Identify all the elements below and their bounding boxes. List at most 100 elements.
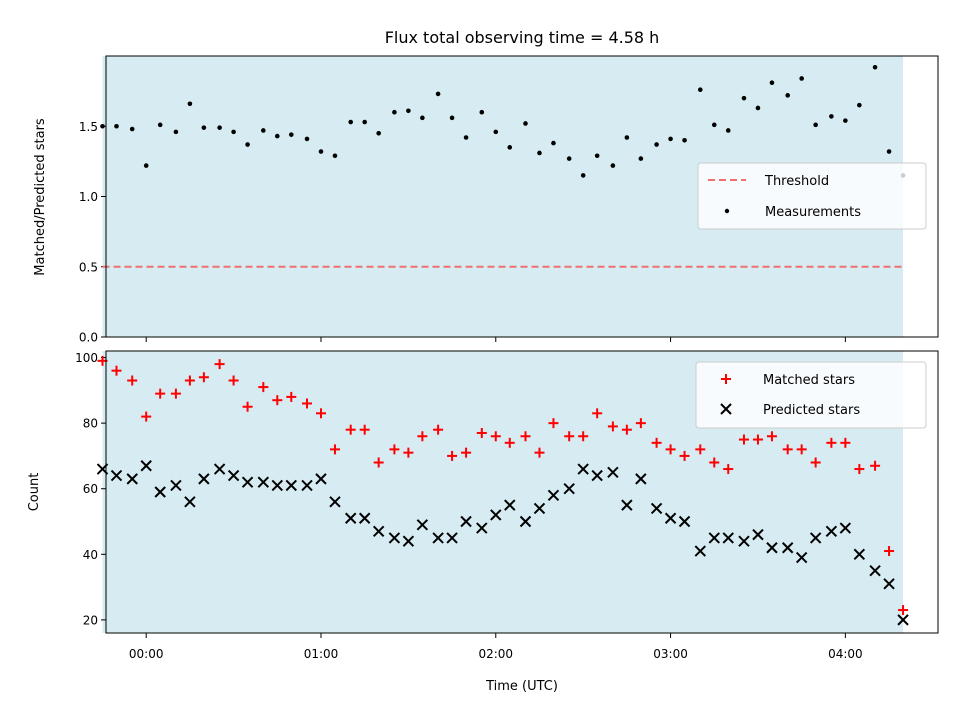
matched-stars-point <box>302 398 313 409</box>
predicted-stars-point <box>358 512 371 524</box>
bottom-axes-frame <box>105 350 939 634</box>
matched-stars-point <box>738 434 749 445</box>
measurement-point <box>143 163 149 168</box>
measurement-point <box>157 122 163 128</box>
bottom-y-tick-label: 100 <box>75 351 98 365</box>
predicted-stars-point <box>795 551 808 564</box>
measurement-point <box>755 105 761 111</box>
predicted-stars-point <box>519 515 532 528</box>
predicted-stars-point <box>402 535 415 547</box>
measurements-legend-swatch <box>724 208 730 214</box>
measurement-point <box>348 119 354 125</box>
matched-stars-point <box>403 447 414 458</box>
measurement-point <box>829 114 834 119</box>
measurement-point <box>741 95 747 101</box>
measurement-point <box>507 145 513 150</box>
matched-stars-point <box>447 450 458 461</box>
predicted-stars-point <box>897 614 909 626</box>
predicted-stars-point <box>650 502 663 515</box>
matched-stars-point <box>723 464 734 475</box>
matched-stars-point <box>359 424 370 435</box>
measurement-point <box>523 121 528 126</box>
predicted-stars-point <box>607 466 619 479</box>
bottom-y-tick-label: 80 <box>83 417 98 431</box>
matched-stars-point <box>127 375 138 386</box>
top-axes-frame <box>105 55 939 338</box>
predicted-stars-point <box>126 473 138 485</box>
measurement-point <box>638 156 644 161</box>
predicted-stars-point <box>635 473 647 485</box>
predicted-stars-point <box>839 522 852 534</box>
matched-stars-point <box>548 418 559 429</box>
measurement-point <box>100 123 105 129</box>
top-legend: Threshold Measurements <box>697 162 927 230</box>
matched-stars-point <box>796 444 807 455</box>
matched-stars-point <box>272 395 283 406</box>
bottom-y-tick-label: 20 <box>83 613 98 627</box>
measurement-point <box>813 122 818 128</box>
predicted-stars-point <box>184 496 196 508</box>
matched-stars-point <box>490 431 501 442</box>
predicted-stars-point <box>678 515 691 528</box>
matched-stars-point <box>651 437 662 448</box>
predicted-stars-point <box>460 515 472 528</box>
predicted-stars-point <box>344 512 357 524</box>
predicted-stars-point <box>766 542 778 554</box>
predicted-stars-point <box>722 532 734 544</box>
measurement-point <box>654 142 659 147</box>
matched-stars-point <box>826 437 837 448</box>
predicted-stars-point <box>241 476 254 488</box>
measurement-point <box>479 109 485 115</box>
measurement-point <box>697 87 703 93</box>
predicted-stars-point <box>329 496 341 508</box>
matched-stars-point <box>242 401 253 412</box>
predicted-stars-point <box>781 542 794 554</box>
matched-stars-point <box>141 411 152 422</box>
matched-stars-point <box>329 444 340 455</box>
measurement-point <box>217 125 222 130</box>
predicted-stars-point <box>708 532 720 544</box>
predicted-stars-point <box>170 479 182 492</box>
matched-stars-point <box>520 431 531 442</box>
matched-stars-point <box>170 388 181 399</box>
measurement-point <box>857 102 862 108</box>
top-legend-box <box>697 162 927 230</box>
predicted-stars-point <box>301 479 313 492</box>
measurement-point <box>493 129 499 135</box>
measurement-point <box>231 129 236 135</box>
matched-stars-point <box>258 382 269 393</box>
measurement-point <box>318 149 324 154</box>
matched-stars-point <box>607 421 618 432</box>
bottom-y-axis-label: Count <box>27 473 42 512</box>
predicted-stars-point <box>883 578 895 590</box>
top-y-tick-label: 1.0 <box>79 190 98 204</box>
measurement-point <box>274 133 280 139</box>
chart-title: Flux total observing time = 4.58 h <box>385 28 660 47</box>
measurement-point <box>843 118 848 123</box>
measurement-point <box>594 153 600 159</box>
measurement-point <box>872 64 878 70</box>
measurement-point <box>785 93 790 98</box>
predicted-stars-point <box>446 532 458 544</box>
predicted-stars-point <box>372 525 385 538</box>
matched-stars-point <box>695 444 706 455</box>
matched-stars-point <box>534 447 545 458</box>
predicted-stars-point <box>257 476 270 488</box>
bottom-legend-box <box>695 361 927 429</box>
predicted-stars-point <box>315 473 327 485</box>
measurement-point <box>420 115 425 121</box>
measurement-point <box>376 130 381 136</box>
x-axis-label: Time (UTC) <box>485 679 558 694</box>
matched-stars-point <box>504 437 515 448</box>
predicted-stars-point <box>416 519 429 531</box>
top-y-tick-label: 1.5 <box>79 120 98 134</box>
matched-stars-point <box>621 424 632 435</box>
predicted-stars-point <box>271 479 284 492</box>
predicted-stars-point <box>547 489 560 501</box>
predicted-stars-legend-label: Predicted stars <box>763 403 860 418</box>
predicted-stars-point <box>825 525 838 538</box>
matched-stars-point <box>810 457 821 468</box>
predicted-stars-point <box>154 486 166 498</box>
measurement-point <box>173 129 179 135</box>
